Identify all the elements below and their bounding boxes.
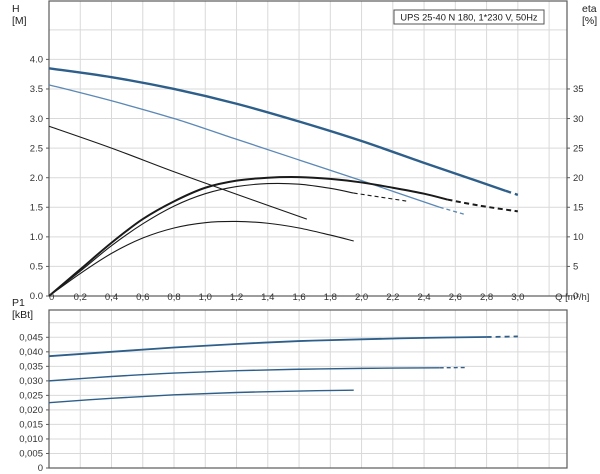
svg-text:0,8: 0,8 xyxy=(167,292,180,303)
svg-text:0,4: 0,4 xyxy=(105,292,118,303)
svg-text:3,0: 3,0 xyxy=(511,292,524,303)
svg-text:4.0: 4.0 xyxy=(30,55,43,66)
svg-text:1,8: 1,8 xyxy=(324,292,337,303)
svg-text:1,2: 1,2 xyxy=(230,292,243,303)
svg-text:0,005: 0,005 xyxy=(19,449,43,460)
svg-text:0,2: 0,2 xyxy=(74,292,87,303)
svg-text:1.5: 1.5 xyxy=(30,202,43,213)
svg-text:1.0: 1.0 xyxy=(30,232,43,243)
svg-text:0,025: 0,025 xyxy=(19,391,43,402)
svg-text:1,4: 1,4 xyxy=(261,292,274,303)
svg-text:0.5: 0.5 xyxy=(30,262,43,273)
svg-text:10: 10 xyxy=(573,232,584,243)
svg-text:eta: eta xyxy=(582,3,597,15)
svg-text:0,035: 0,035 xyxy=(19,362,43,373)
svg-text:P1: P1 xyxy=(12,297,25,309)
svg-text:0,010: 0,010 xyxy=(19,434,43,445)
svg-text:[%]: [%] xyxy=(582,15,597,27)
svg-text:20: 20 xyxy=(573,173,584,184)
svg-text:0: 0 xyxy=(49,292,54,303)
svg-text:2,4: 2,4 xyxy=(417,292,430,303)
svg-text:0,030: 0,030 xyxy=(19,376,43,387)
svg-text:UPS 25-40 N 180, 1*230 V, 50Hz: UPS 25-40 N 180, 1*230 V, 50Hz xyxy=(400,12,537,22)
svg-text:0,045: 0,045 xyxy=(19,333,43,344)
svg-text:2,0: 2,0 xyxy=(355,292,368,303)
svg-text:2.0: 2.0 xyxy=(30,173,43,184)
svg-text:Q [m³/h]: Q [m³/h] xyxy=(555,292,589,303)
svg-text:5: 5 xyxy=(573,262,578,273)
svg-text:0: 0 xyxy=(38,463,43,474)
svg-text:1,6: 1,6 xyxy=(292,292,305,303)
svg-text:35: 35 xyxy=(573,84,584,95)
svg-text:0,040: 0,040 xyxy=(19,347,43,358)
svg-text:25: 25 xyxy=(573,143,584,154)
svg-text:2,6: 2,6 xyxy=(449,292,462,303)
svg-text:0,6: 0,6 xyxy=(136,292,149,303)
svg-text:30: 30 xyxy=(573,114,584,125)
svg-text:0,015: 0,015 xyxy=(19,420,43,431)
svg-text:2,8: 2,8 xyxy=(480,292,493,303)
svg-text:15: 15 xyxy=(573,202,584,213)
svg-text:H: H xyxy=(12,3,20,15)
svg-text:2.5: 2.5 xyxy=(30,143,43,154)
svg-text:0,020: 0,020 xyxy=(19,405,43,416)
svg-text:0.0: 0.0 xyxy=(30,291,43,302)
svg-text:1,0: 1,0 xyxy=(199,292,212,303)
svg-text:[M]: [M] xyxy=(12,15,27,27)
svg-text:3.0: 3.0 xyxy=(30,114,43,125)
svg-text:3.5: 3.5 xyxy=(30,84,43,95)
svg-text:2,2: 2,2 xyxy=(386,292,399,303)
svg-text:[kBt]: [kBt] xyxy=(12,309,33,321)
